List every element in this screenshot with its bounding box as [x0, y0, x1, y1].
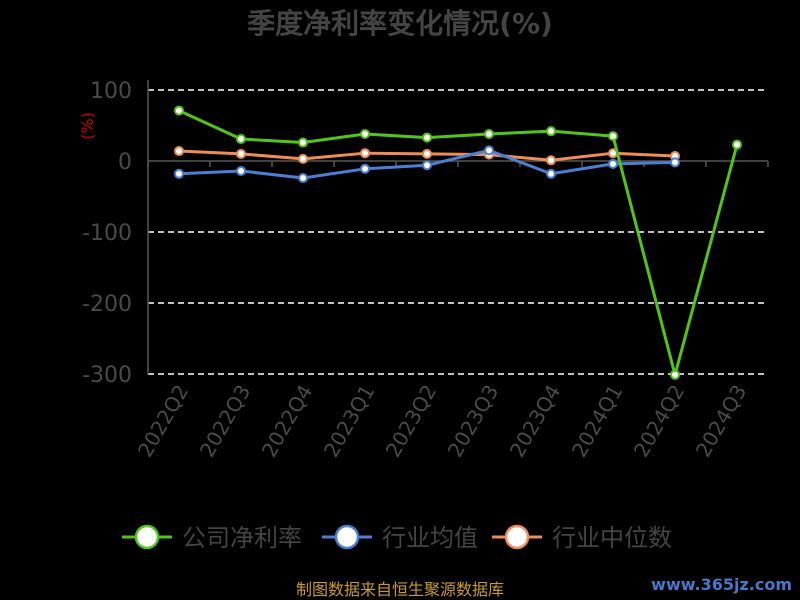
data-point [422, 148, 432, 159]
x-tick-label: 2024Q1 [567, 381, 627, 462]
x-tick-label: 2023Q1 [319, 381, 379, 462]
data-point [298, 173, 308, 184]
legend-swatch-marker [504, 524, 530, 550]
x-tick-labels: 2022Q2 2022Q3 2022Q4 2023Q1 2023Q2 2023Q3 2023… [133, 381, 751, 462]
y-tick-label: -200 [82, 292, 132, 317]
data-point [236, 133, 246, 144]
series-2 [174, 145, 680, 184]
data-source-note: 制图数据来自恒生聚源数据库 [296, 580, 504, 599]
axes [147, 80, 769, 374]
legend-item-2[interactable]: 行业均值 [322, 524, 478, 552]
y-tick-labels: 100 0 -100 -200 -300 [82, 79, 132, 388]
data-point [484, 145, 494, 156]
data-point [484, 129, 494, 140]
y-tick-label: 0 [118, 150, 132, 175]
data-point [360, 129, 370, 140]
legend-swatch-marker [134, 524, 160, 550]
data-point [546, 168, 556, 179]
legend-label: 公司净利率 [182, 524, 302, 552]
data-point [422, 160, 432, 171]
series-line [178, 109, 739, 377]
x-tick-label: 2024Q3 [691, 381, 751, 462]
x-tick-label: 2024Q2 [629, 381, 689, 462]
legend-swatch-marker [334, 524, 360, 550]
x-tick-label: 2023Q4 [505, 381, 565, 462]
chart-title: 季度净利率变化情况(%) [247, 7, 553, 40]
data-point [236, 148, 246, 159]
data-point [298, 137, 308, 148]
data-point [360, 163, 370, 174]
x-tick-label: 2023Q2 [381, 381, 441, 462]
data-point [670, 369, 680, 380]
data-point [360, 148, 370, 159]
data-point [422, 132, 432, 143]
data-point [608, 131, 618, 142]
data-point [546, 155, 556, 166]
data-point [732, 139, 742, 150]
data-point [608, 158, 618, 169]
x-tick-label: 2022Q2 [133, 381, 193, 462]
data-point [174, 168, 184, 179]
legend-item-1[interactable]: 公司净利率 [122, 524, 302, 552]
series-3 [174, 146, 680, 166]
legend-label: 行业中位数 [552, 524, 672, 552]
y-tick-label: -300 [82, 363, 132, 388]
x-tick-label: 2022Q4 [257, 381, 317, 462]
legend-label: 行业均值 [382, 524, 478, 552]
legend-item-3[interactable]: 行业中位数 [492, 524, 672, 552]
data-point [236, 165, 246, 176]
data-point [174, 105, 184, 116]
series-1 [174, 105, 742, 380]
legend[interactable]: 公司净利率 行业均值 行业中位数 [122, 524, 672, 552]
y-axis-unit-label: (%) [78, 112, 97, 140]
data-point [174, 146, 184, 157]
series-layer [174, 105, 742, 380]
watermark: www.365jz.com [651, 575, 792, 594]
y-tick-label: -100 [82, 221, 132, 246]
gridlines [148, 89, 768, 375]
data-point [670, 157, 680, 168]
y-tick-label: 100 [90, 79, 132, 104]
x-tick-label: 2023Q3 [443, 381, 503, 462]
data-point [298, 153, 308, 164]
data-point [546, 126, 556, 137]
x-tick-label: 2022Q3 [195, 381, 255, 462]
